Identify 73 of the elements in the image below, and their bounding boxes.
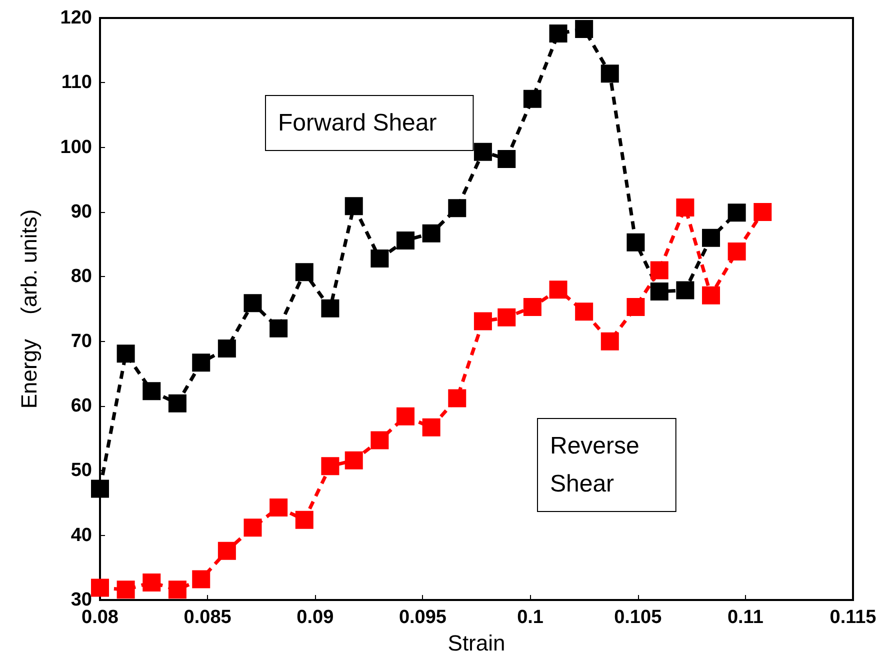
point: [370, 250, 389, 268]
x-tick-label: 0.09: [296, 607, 334, 628]
point: [142, 382, 161, 400]
point: [754, 203, 772, 221]
x-axis-title: Strain: [448, 630, 506, 656]
point: [270, 319, 288, 338]
point: [523, 90, 542, 108]
y-tick-label: 110: [61, 72, 92, 94]
point: [168, 580, 186, 599]
point: [168, 394, 186, 412]
x-tick-label: 0.105: [614, 607, 662, 628]
point: [422, 224, 440, 242]
y-axis-title: Energy (arb. units): [16, 209, 42, 409]
point: [575, 302, 594, 321]
y-tick-label: 60: [70, 396, 92, 416]
point: [295, 510, 314, 529]
point: [218, 339, 236, 358]
point: [321, 457, 340, 476]
point: [370, 431, 389, 450]
point: [244, 518, 262, 537]
y-tick-label: 50: [70, 460, 92, 482]
x-tick-label: 0.11: [727, 607, 764, 628]
point: [244, 294, 262, 312]
point: [676, 198, 694, 216]
x-tick-label: 0.095: [398, 607, 447, 628]
point: [600, 332, 619, 350]
x-tick-label: 0.085: [184, 607, 232, 628]
point: [295, 263, 314, 282]
y-tick-label: 80: [70, 266, 92, 288]
y-tick-label: 40: [70, 524, 92, 546]
point: [344, 451, 363, 470]
point: [474, 142, 492, 161]
point: [650, 261, 668, 280]
point: [396, 407, 415, 426]
point: [116, 344, 135, 363]
point: [91, 480, 109, 498]
point: [218, 542, 236, 560]
x-tick-label: 0.115: [830, 607, 877, 628]
point: [116, 580, 135, 599]
y-tick-label: 90: [70, 202, 92, 222]
point: [448, 199, 466, 218]
annotation: Forward Shear: [278, 110, 437, 136]
point: [498, 150, 516, 168]
point: [676, 281, 694, 300]
point: [270, 498, 288, 517]
point: [702, 228, 720, 247]
point: [600, 64, 619, 83]
point: [396, 231, 415, 250]
x-tick-label: 0.1: [517, 607, 544, 628]
point: [422, 418, 440, 436]
point: [702, 286, 720, 304]
point: [626, 233, 645, 252]
point: [728, 242, 746, 260]
point: [549, 24, 568, 43]
point: [650, 282, 668, 301]
point: [448, 389, 466, 408]
point: [192, 570, 210, 588]
point: [549, 280, 568, 299]
point: [498, 308, 516, 326]
point: [192, 354, 210, 372]
point: [474, 312, 492, 330]
point: [728, 204, 746, 222]
point: [575, 20, 594, 38]
point: [91, 578, 109, 597]
point: [344, 197, 363, 216]
annotation: Reverse Shear: [550, 432, 640, 498]
y-tick-label: 120: [60, 8, 92, 28]
y-tick-label: 100: [60, 136, 92, 158]
point: [626, 298, 645, 316]
point: [523, 298, 542, 316]
point: [142, 574, 161, 592]
y-tick-label: 70: [70, 330, 92, 352]
point: [321, 299, 340, 318]
